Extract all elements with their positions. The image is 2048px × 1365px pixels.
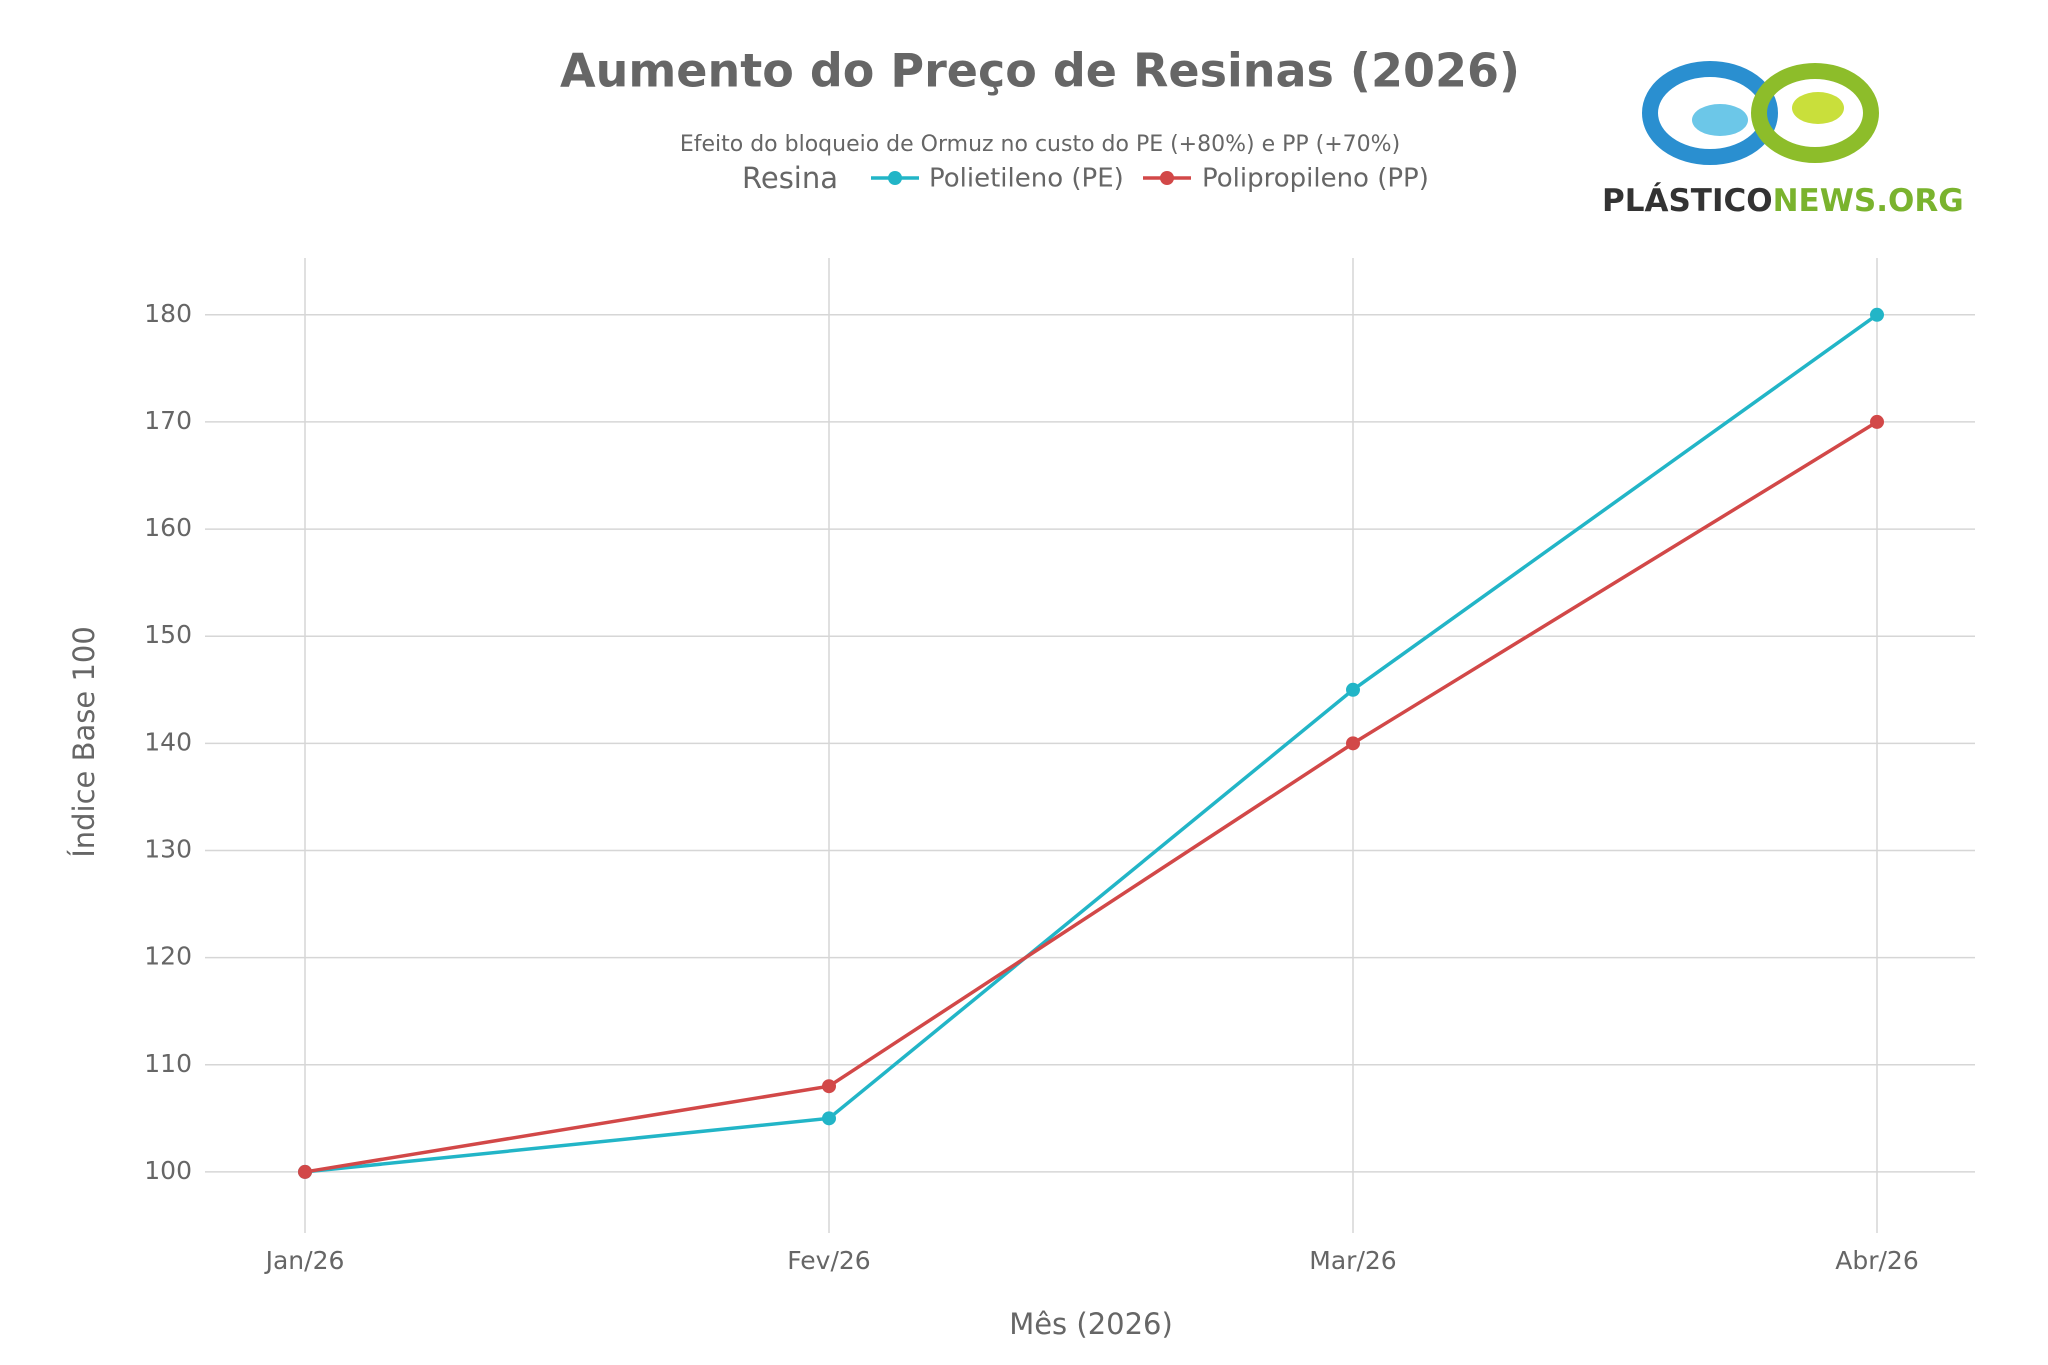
logo: PLÁSTICONEWS.ORG: [1602, 61, 1964, 219]
x-tick-label: Fev/26: [787, 1246, 870, 1275]
data-point: [1870, 414, 1884, 429]
legend-label: Polietileno (PE): [929, 164, 1124, 194]
y-tick-label: 130: [144, 835, 192, 864]
x-tick-label: Jan/26: [264, 1246, 345, 1275]
legend-label: Polipropileno (PP): [1202, 164, 1429, 194]
y-tick-label: 110: [144, 1049, 192, 1078]
data-point: [1870, 307, 1884, 322]
logo-icon: [1751, 63, 1879, 163]
data-point: [822, 1079, 836, 1094]
chart-subtitle: Efeito do bloqueio de Ormuz no custo do …: [680, 132, 1400, 157]
y-tick-label: 160: [144, 513, 192, 542]
data-point: [1346, 736, 1360, 751]
logo-text-dark: PLÁSTICO: [1602, 183, 1773, 219]
y-tick-label: 120: [144, 942, 192, 971]
y-tick-label: 170: [144, 406, 192, 435]
chart-title: Aumento do Preço de Resinas (2026): [560, 44, 1520, 98]
x-axis-label: Mês (2026): [1009, 1307, 1173, 1341]
legend-title: Resina: [742, 161, 838, 195]
logo-text: PLÁSTICONEWS.ORG: [1602, 183, 1964, 219]
legend-marker: [1160, 171, 1174, 185]
data-point: [1346, 682, 1360, 697]
data-point: [822, 1111, 836, 1126]
y-tick-label: 140: [144, 727, 192, 756]
x-tick-label: Mar/26: [1309, 1246, 1396, 1275]
data-point: [298, 1164, 312, 1179]
legend-marker: [888, 171, 902, 185]
logo-icon: [1642, 61, 1778, 165]
series-line: [304, 313, 1879, 1174]
logo-icon: [1792, 92, 1844, 124]
y-axis-label: Índice Base 100: [67, 626, 101, 858]
x-tick-label: Abr/26: [1835, 1246, 1918, 1275]
logo-icon: [1692, 104, 1748, 136]
series-line: [304, 420, 1878, 1174]
logo-text-light: NEWS.ORG: [1773, 183, 1964, 219]
y-tick-label: 100: [144, 1156, 192, 1185]
y-tick-label: 150: [144, 620, 192, 649]
y-tick-label: 180: [144, 299, 192, 328]
